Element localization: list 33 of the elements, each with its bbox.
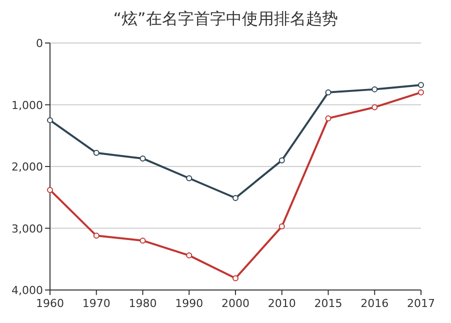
y-tick-label: 4,000: [12, 284, 43, 297]
point: [325, 115, 332, 122]
x-tick-label: 1980: [128, 297, 157, 310]
point: [325, 89, 332, 96]
point: [47, 117, 53, 124]
x-tick-label: 1990: [175, 297, 204, 310]
point: [418, 89, 424, 96]
point: [232, 194, 238, 201]
point: [372, 104, 378, 110]
x-tick-label: 1960: [36, 297, 64, 310]
x-tick-label: 1970: [82, 297, 110, 310]
x-tick-label: 2000: [222, 297, 250, 310]
point: [278, 157, 285, 164]
point: [186, 252, 192, 258]
x-tick-label: 2015: [314, 297, 342, 310]
point: [93, 150, 100, 156]
point: [93, 232, 100, 239]
y-tick-label: 2,000: [12, 160, 43, 174]
x-tick-label: 2016: [360, 297, 389, 310]
x-tick-label: 2017: [407, 297, 435, 310]
point: [47, 186, 53, 193]
point: [186, 175, 192, 182]
y-tick-label: 0: [36, 37, 43, 50]
point: [140, 155, 146, 162]
y-tick-label: 3,000: [12, 222, 43, 236]
y-tick-label: 1,000: [12, 98, 43, 112]
point: [278, 223, 285, 230]
point: [232, 275, 238, 282]
point: [372, 86, 378, 92]
point: [140, 238, 146, 244]
x-tick-label: 2010: [268, 297, 296, 310]
point: [418, 82, 424, 88]
chart-title: “炫”在名字首字中使用排名趋势: [113, 9, 338, 28]
